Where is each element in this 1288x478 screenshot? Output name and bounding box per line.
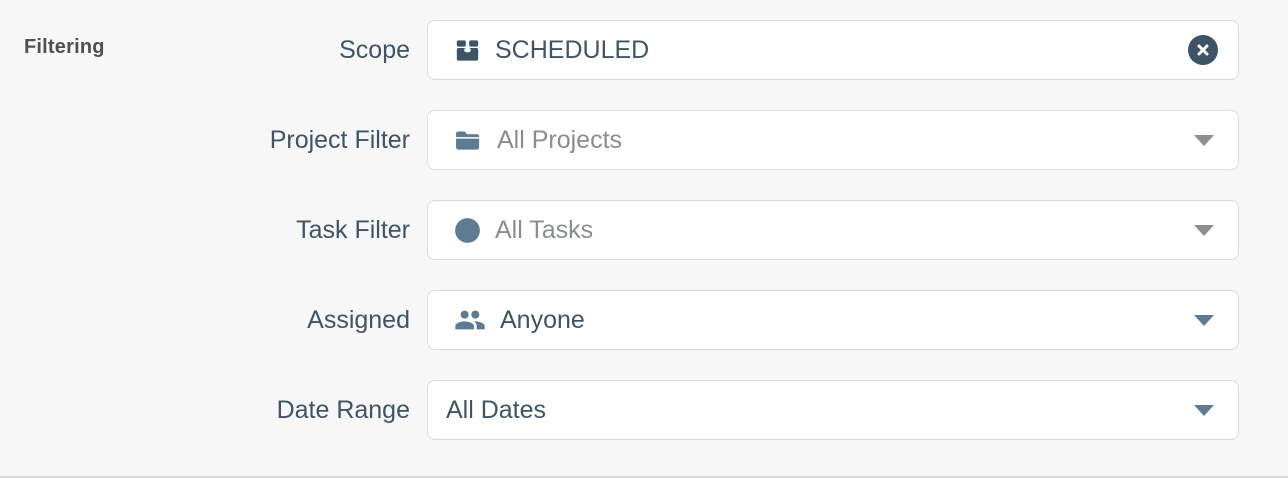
caret-down-icon	[1194, 135, 1214, 146]
date-range-label: Date Range	[276, 395, 410, 424]
task-filter-select[interactable]: All Tasks	[427, 200, 1239, 260]
project-filter-value: All Projects	[497, 125, 623, 154]
scope-value: SCHEDULED	[495, 35, 650, 64]
folder-icon	[454, 126, 483, 155]
scope-label: Scope	[339, 35, 410, 64]
scope-field[interactable]: SCHEDULED	[427, 20, 1239, 80]
date-range-select[interactable]: All Dates	[427, 380, 1239, 440]
section-title: Filtering	[24, 36, 105, 58]
archive-box-icon	[454, 37, 481, 64]
task-filter-value: All Tasks	[495, 215, 594, 244]
project-filter-select[interactable]: All Projects	[427, 110, 1239, 170]
project-filter-label: Project Filter	[269, 125, 410, 154]
assigned-select[interactable]: Anyone	[427, 290, 1239, 350]
filter-row-assigned: Assigned Anyone	[0, 290, 1239, 350]
filter-row-task: Task Filter All Tasks	[0, 200, 1239, 260]
circle-icon	[454, 217, 481, 244]
caret-down-icon	[1194, 225, 1214, 236]
filter-row-daterange: Date Range All Dates	[0, 380, 1239, 440]
close-icon	[1196, 43, 1210, 57]
caret-down-icon	[1194, 315, 1214, 326]
task-filter-label: Task Filter	[296, 215, 410, 244]
people-icon	[454, 304, 486, 336]
clear-scope-button[interactable]	[1188, 35, 1218, 65]
filter-rows: Scope SCHEDULED	[0, 20, 1239, 470]
date-range-value: All Dates	[446, 395, 547, 424]
assigned-value: Anyone	[500, 305, 585, 334]
filter-row-scope: Scope SCHEDULED	[0, 20, 1239, 80]
caret-down-icon	[1194, 405, 1214, 416]
assigned-label: Assigned	[307, 305, 410, 334]
filter-row-project: Project Filter All Projects	[0, 110, 1239, 170]
